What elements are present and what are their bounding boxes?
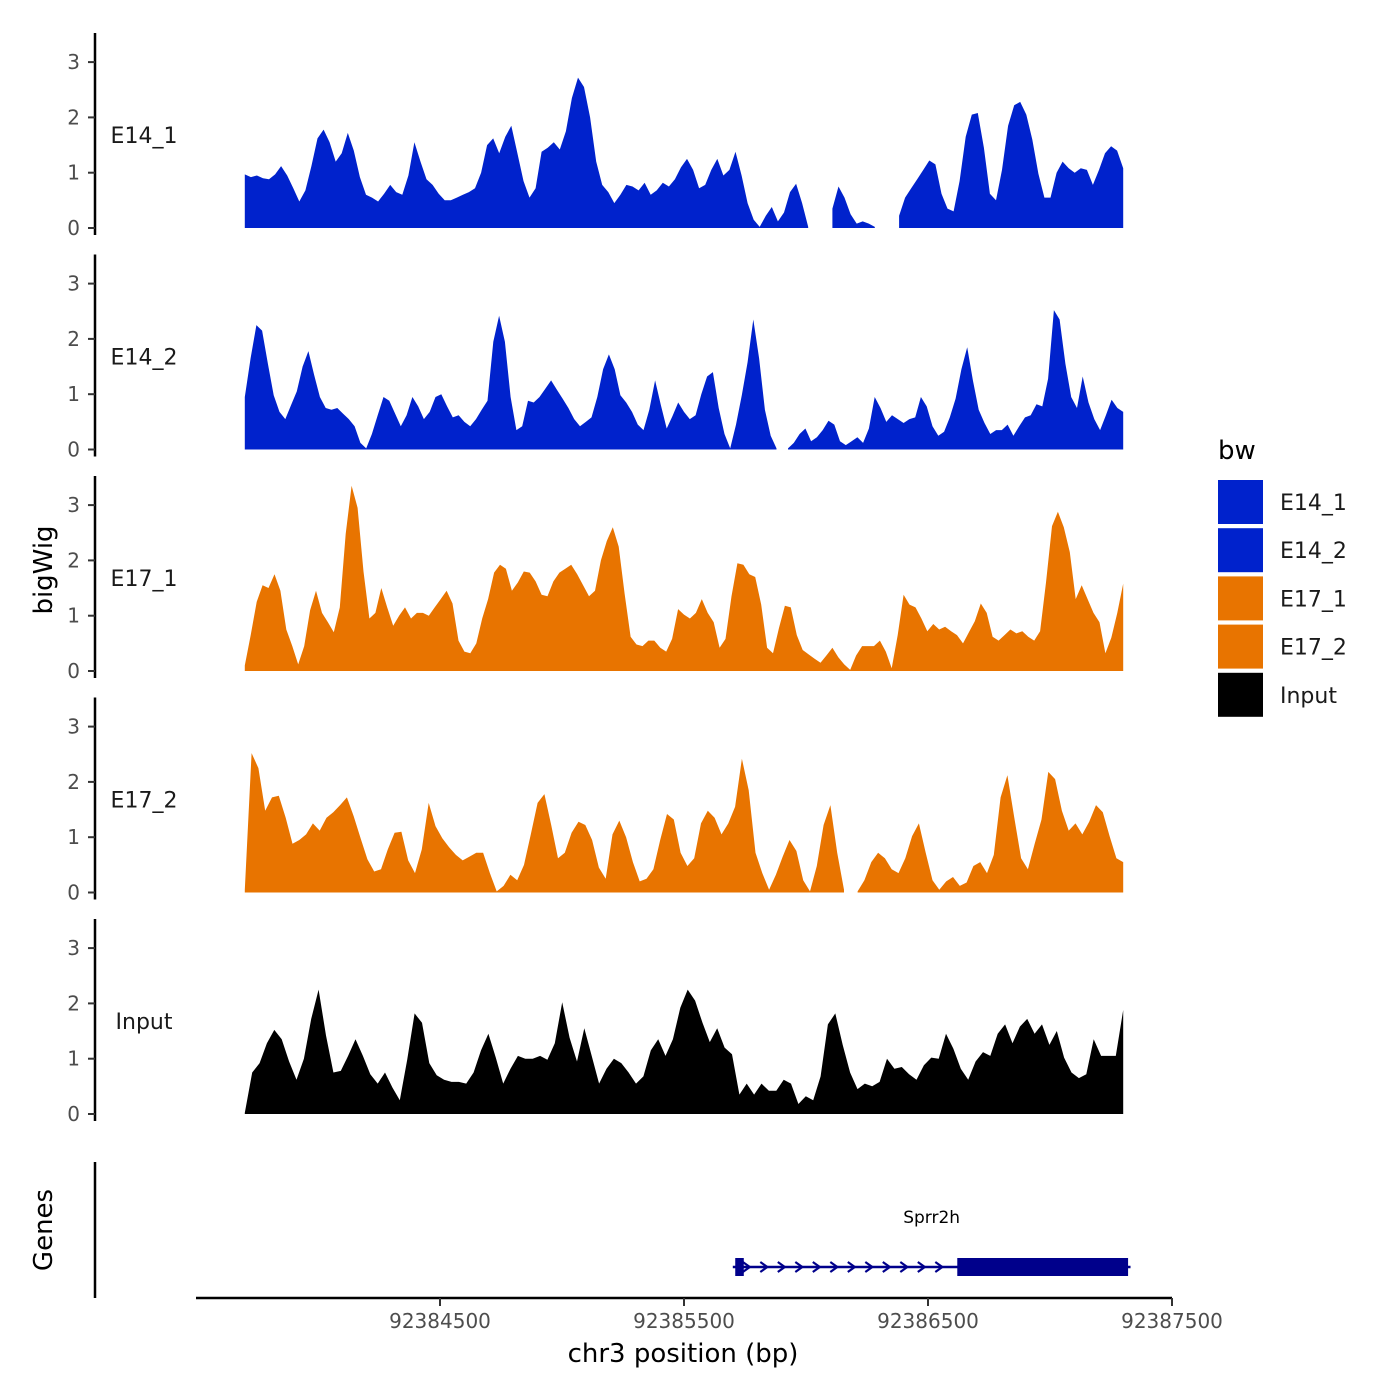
legend-item: E17_1 — [1218, 576, 1347, 621]
legend-swatch — [1218, 576, 1263, 621]
gene-layer: Sprr2h — [732, 1208, 1131, 1276]
track-e17-1: 0 1 2 3 E17_1 — [67, 476, 1124, 683]
y-tick-label: 3 — [67, 272, 80, 296]
signal-area-e14-2 — [244, 310, 1124, 450]
x-tick-label: 92387500 — [1121, 1309, 1223, 1333]
genes-axis-title: Genes — [29, 1189, 59, 1271]
track-e14-1: 0 1 2 3 E14_1 — [67, 33, 1124, 240]
track-label: E14_1 — [111, 124, 178, 149]
y-tick-label: 0 — [67, 659, 80, 683]
legend-swatch — [1218, 480, 1263, 524]
gene-model: Sprr2h — [732, 1208, 1131, 1276]
y-tick-label: 2 — [67, 327, 80, 351]
gene-exon — [957, 1258, 1129, 1276]
track-label: Input — [116, 1010, 173, 1035]
track-e17-2: 0 1 2 3 E17_2 — [67, 697, 1124, 905]
y-tick-label: 2 — [67, 548, 80, 572]
x-axis-title: chr3 position (bp) — [568, 1339, 799, 1369]
x-tick-label: 92384500 — [389, 1309, 491, 1333]
legend-label: E17_2 — [1280, 636, 1347, 661]
strand-arrow — [882, 1261, 892, 1273]
y-axis-title: bigWig — [29, 525, 59, 614]
y-tick-label: 3 — [67, 936, 80, 960]
y-tick-label: 0 — [67, 881, 80, 905]
genes-panel: Genes Sprr2h — [29, 1162, 1131, 1298]
y-tick-label: 0 — [67, 1102, 80, 1126]
strand-arrow — [917, 1261, 927, 1273]
strand-arrow — [864, 1261, 875, 1273]
legend-swatch — [1218, 624, 1263, 669]
y-tick-label: 1 — [67, 604, 80, 628]
y-tick-label: 1 — [67, 1047, 80, 1071]
track-label: E14_2 — [111, 346, 178, 371]
y-tick-label: 2 — [67, 770, 80, 794]
strand-arrow — [759, 1261, 770, 1273]
legend-item: E14_1 — [1218, 480, 1347, 524]
strand-arrow — [777, 1261, 787, 1273]
track-label: E17_1 — [111, 567, 178, 592]
strand-arrow — [829, 1261, 840, 1273]
legend-items: E14_1 E14_2 E17_1 E17_2 Input — [1218, 480, 1347, 717]
y-tick-label: 3 — [67, 493, 80, 517]
legend-item: E17_2 — [1218, 624, 1347, 669]
y-tick-label: 3 — [67, 50, 80, 74]
legend-title: bw — [1218, 436, 1256, 466]
x-tick-label: 92385500 — [633, 1309, 735, 1333]
legend-item: Input — [1218, 672, 1337, 717]
signal-tracks: 0 1 2 3 E14_1 0 1 2 3 E14_2 0 1 2 3 E17_1 0 1 2 3 E17_2 0 1 2 3… — [67, 33, 1124, 1126]
strand-arrow — [742, 1261, 752, 1273]
strand-arrow — [934, 1261, 945, 1273]
signal-area-e17-1 — [244, 485, 1124, 671]
gene-exon — [735, 1258, 744, 1276]
legend-swatch — [1218, 672, 1263, 717]
legend-swatch — [1218, 528, 1263, 573]
x-tick-label: 92386500 — [877, 1309, 979, 1333]
signal-area-e17-2 — [244, 753, 1124, 893]
y-tick-label: 1 — [67, 161, 80, 185]
track-input: 0 1 2 3 Input — [67, 919, 1124, 1126]
legend-label: E14_2 — [1280, 539, 1347, 564]
signal-area-input — [244, 989, 1124, 1114]
strand-arrow — [812, 1261, 822, 1273]
y-tick-label: 2 — [67, 991, 80, 1015]
y-tick-label: 0 — [67, 438, 80, 462]
track-e14-2: 0 1 2 3 E14_2 — [67, 254, 1124, 462]
legend: bw E14_1 E14_2 E17_1 E17_2 Input — [1218, 436, 1347, 717]
legend-item: E14_2 — [1218, 528, 1347, 573]
x-ticks: 92384500 92385500 92386500 92387500 — [389, 1298, 1223, 1333]
y-tick-label: 2 — [67, 105, 80, 129]
legend-label: Input — [1280, 684, 1337, 709]
gene-name-label: Sprr2h — [903, 1208, 960, 1228]
y-tick-label: 0 — [67, 216, 80, 240]
y-tick-label: 1 — [67, 382, 80, 406]
signal-area-e14-1 — [244, 77, 1124, 228]
y-tick-label: 1 — [67, 825, 80, 849]
legend-label: E17_1 — [1280, 587, 1347, 612]
track-label: E17_2 — [111, 789, 178, 814]
strand-arrow — [899, 1261, 910, 1273]
x-axis: 92384500 92385500 92386500 92387500 chr3 po… — [196, 1296, 1223, 1369]
strand-arrow — [794, 1261, 805, 1273]
y-tick-label: 3 — [67, 715, 80, 739]
legend-label: E14_1 — [1280, 491, 1347, 516]
strand-arrow — [847, 1261, 857, 1273]
